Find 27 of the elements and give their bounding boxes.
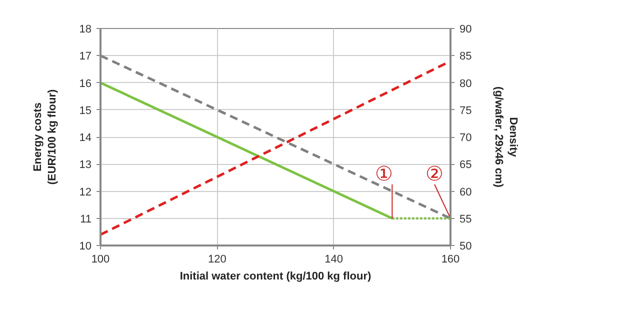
y2-tick-label: 55 bbox=[460, 213, 472, 226]
y2-axis-title: Density (g/wafer, 29x46 cm) bbox=[492, 86, 520, 188]
y-tick-label: 16 bbox=[79, 78, 92, 90]
y-tick-label: 11 bbox=[80, 213, 92, 226]
y-tick-label: 12 bbox=[79, 186, 92, 198]
y2-tick-label: 65 bbox=[460, 159, 472, 172]
x-tick-label: 100 bbox=[91, 254, 110, 266]
y-tick-label: 18 bbox=[79, 24, 92, 36]
y-tick-label: 10 bbox=[79, 240, 92, 252]
x-tick-label: 120 bbox=[208, 254, 226, 266]
y2-tick-label: 70 bbox=[460, 132, 472, 144]
annotation: ① bbox=[375, 163, 394, 186]
y2-tick-label: 80 bbox=[460, 78, 472, 90]
x-tick-label: 160 bbox=[441, 254, 460, 266]
y2-tick-label: 75 bbox=[460, 104, 472, 117]
y-tick-label: 14 bbox=[79, 132, 92, 144]
x-axis-title: Initial water content (kg/100 kg flour) bbox=[180, 270, 372, 282]
y-tick-label: 17 bbox=[79, 50, 92, 63]
annotation: ② bbox=[426, 163, 444, 186]
y-axis-title: Energy costs (EUR/100 kg flour) bbox=[32, 88, 58, 185]
y-tick-label: 13 bbox=[79, 159, 92, 172]
y2-tick-label: 60 bbox=[460, 186, 472, 198]
y2-tick-label: 90 bbox=[460, 24, 472, 36]
x-tick-label: 140 bbox=[324, 254, 344, 266]
y2-tick-label: 85 bbox=[460, 50, 472, 63]
y2-tick-label: 50 bbox=[460, 240, 472, 252]
y-tick-label: 15 bbox=[79, 104, 92, 117]
